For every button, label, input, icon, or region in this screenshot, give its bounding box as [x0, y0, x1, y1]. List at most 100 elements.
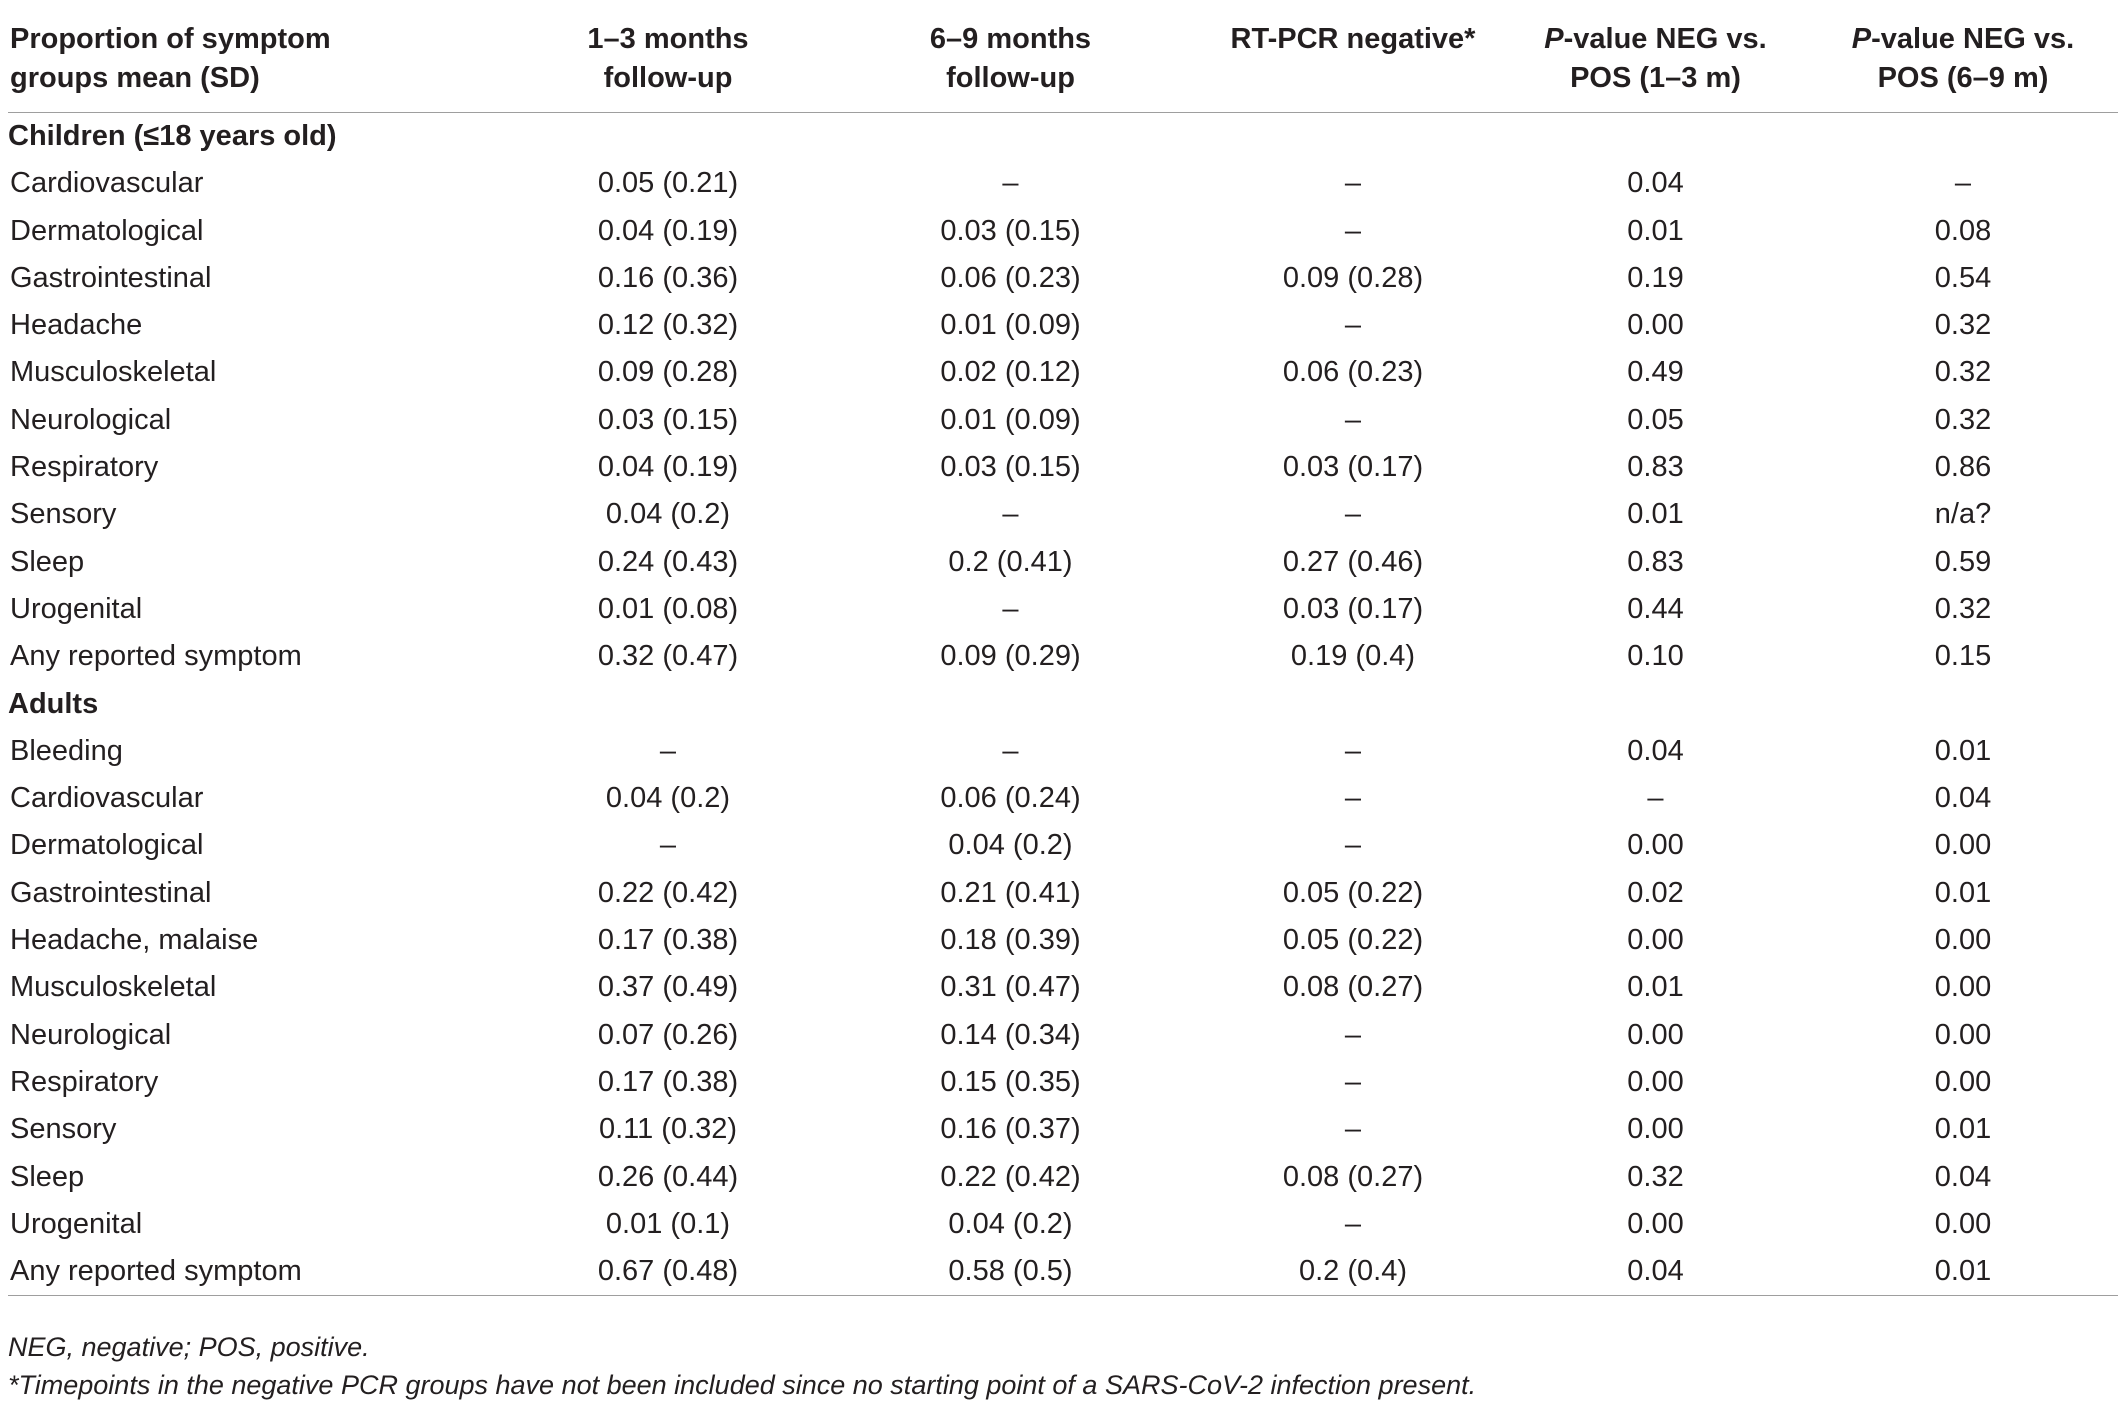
cell-p-value-1-3: 0.02 — [1627, 876, 1684, 909]
table-header: Proportion of symptom groups mean (SD) 1… — [8, 14, 2118, 113]
cell-p-value-6-9: 0.04 — [1934, 782, 1992, 815]
cell-6-9-months: 0.15 (0.35) — [940, 1065, 1081, 1098]
cell-rt-pcr-negative: 0.08 (0.27) — [1282, 1160, 1424, 1193]
empty-cell — [1203, 681, 1503, 728]
header-line: -value NEG vs. — [1871, 23, 2075, 55]
cell-6-9-months: 0.09 (0.29) — [940, 640, 1081, 673]
cell-1-3-months: 0.24 (0.43) — [597, 545, 739, 578]
cell-p-value-6-9: 0.86 — [1934, 451, 1992, 484]
cell-symptom-label: Neurological — [10, 403, 172, 436]
cell-p-value-1-3: 0.01 — [1627, 971, 1684, 1004]
cell-p-value-6-9: 0.00 — [1934, 829, 1992, 862]
cell-p-value-6-9: 0.01 — [1934, 734, 1992, 767]
header-symptom-group: Proportion of symptom groups mean (SD) — [8, 14, 518, 113]
table-row: Sleep 0.26 (0.44) 0.22 (0.42) 0.08 (0.27) 0.… — [8, 1154, 2118, 1201]
table-row: Musculoskeletal 0.09 (0.28) 0.02 (0.12) 0.0… — [8, 349, 2118, 396]
table-body: Children (≤18 years old) Cardiovascular 0.… — [8, 113, 2118, 1297]
cell-p-value-1-3: 0.83 — [1627, 451, 1684, 484]
table-row: Gastrointestinal 0.16 (0.36) 0.06 (0.23) 0.… — [8, 255, 2118, 302]
cell-1-3-months: 0.22 (0.42) — [597, 876, 739, 909]
cell-1-3-months: – — [659, 829, 677, 862]
header-line: follow-up — [603, 62, 733, 94]
cell-6-9-months: 0.22 (0.42) — [940, 1160, 1081, 1193]
cell-6-9-months: 0.06 (0.23) — [940, 261, 1081, 294]
cell-p-value-6-9: 0.59 — [1934, 545, 1992, 578]
cell-rt-pcr-negative: 0.09 (0.28) — [1282, 261, 1424, 294]
cell-p-value-6-9: 0.00 — [1934, 971, 1992, 1004]
cell-symptom-label: Bleeding — [10, 734, 123, 767]
header-line: 1–3 months — [587, 23, 749, 55]
cell-symptom-label: Respiratory — [10, 451, 159, 484]
cell-6-9-months: – — [1002, 734, 1019, 767]
cell-rt-pcr-negative: 0.08 (0.27) — [1282, 971, 1424, 1004]
cell-1-3-months: 0.03 (0.15) — [597, 403, 739, 436]
cell-1-3-months: 0.09 (0.28) — [597, 356, 739, 389]
cell-symptom-label: Sensory — [10, 1113, 117, 1146]
cell-1-3-months: 0.16 (0.36) — [597, 261, 739, 294]
cell-6-9-months: 0.58 (0.5) — [818, 1248, 1203, 1297]
table-row: Respiratory 0.17 (0.38) 0.15 (0.35) – 0.00 0.… — [8, 1059, 2118, 1106]
cell-p-value-1-3: 0.00 — [1627, 924, 1684, 957]
cell-symptom-label: Gastrointestinal — [10, 261, 212, 294]
cell-symptom-label: Musculoskeletal — [10, 356, 217, 389]
cell-p-value-6-9: 0.15 — [1934, 640, 1992, 673]
cell-6-9-months: 0.06 (0.24) — [940, 782, 1081, 815]
empty-cell — [818, 113, 1203, 161]
cell-1-3-months: 0.04 (0.19) — [597, 451, 739, 484]
empty-cell — [1503, 113, 1808, 161]
cell-p-value-6-9: 0.01 — [1934, 876, 1992, 909]
table-row: Dermatological 0.04 (0.19) 0.03 (0.15) – 0.0… — [8, 208, 2118, 255]
cell-p-value-1-3: 0.04 — [1503, 1248, 1808, 1297]
cell-symptom-label: Urogenital — [10, 592, 143, 625]
cell-p-value-6-9: 0.00 — [1934, 1018, 1992, 1051]
table-row: Gastrointestinal 0.22 (0.42) 0.21 (0.41) 0.… — [8, 870, 2118, 917]
cell-p-value-1-3: – — [1647, 782, 1664, 815]
cell-p-value-1-3: 0.00 — [1627, 829, 1684, 862]
cell-6-9-months: 0.04 (0.2) — [948, 1207, 1073, 1240]
cell-6-9-months: 0.14 (0.34) — [940, 1018, 1081, 1051]
cell-1-3-months: 0.17 (0.38) — [597, 924, 739, 957]
cell-symptom-label: Musculoskeletal — [10, 971, 217, 1004]
cell-rt-pcr-negative: – — [1344, 829, 1362, 862]
cell-symptom-label: Urogenital — [10, 1207, 143, 1240]
header-p-value-6-9: P-value NEG vs. POS (6–9 m) — [1808, 14, 2118, 113]
empty-cell — [1808, 681, 2118, 728]
cell-symptom-label: Cardiovascular — [10, 782, 204, 815]
cell-1-3-months: 0.04 (0.2) — [605, 498, 731, 531]
header-rt-pcr-negative: RT-PCR negative* — [1203, 14, 1503, 113]
table-footnotes: NEG, negative; POS, positive. *Timepoint… — [8, 1328, 1476, 1404]
cell-rt-pcr-negative: – — [1344, 167, 1362, 200]
cell-symptom-label: Headache — [10, 309, 143, 342]
empty-cell — [1203, 113, 1503, 161]
cell-p-value-1-3: 0.10 — [1627, 640, 1684, 673]
section-header-row: Children (≤18 years old) — [8, 113, 2118, 161]
cell-symptom-label: Cardiovascular — [10, 167, 204, 200]
cell-p-value-6-9: 0.08 — [1934, 214, 1992, 247]
cell-p-value-6-9: 0.54 — [1934, 261, 1992, 294]
cell-rt-pcr-negative: 0.19 (0.4) — [1290, 640, 1416, 673]
cell-p-value-1-3: 0.49 — [1627, 356, 1684, 389]
cell-p-value-1-3: 0.04 — [1627, 734, 1684, 767]
cell-p-value-1-3: 0.01 — [1627, 214, 1684, 247]
table-row: Any reported symptom 0.32 (0.47) 0.09 (0.2… — [8, 633, 2118, 680]
cell-1-3-months: 0.12 (0.32) — [597, 309, 739, 342]
cell-p-value-1-3: 0.00 — [1627, 1065, 1684, 1098]
cell-6-9-months: – — [1002, 167, 1019, 200]
cell-rt-pcr-negative: – — [1344, 498, 1362, 531]
cell-rt-pcr-negative: 0.06 (0.23) — [1282, 356, 1424, 389]
header-line: POS (6–9 m) — [1877, 62, 2049, 94]
cell-symptom-label: Any reported symptom — [10, 640, 302, 673]
cell-symptom-label: Neurological — [10, 1018, 172, 1051]
cell-1-3-months: 0.05 (0.21) — [597, 167, 739, 200]
cell-p-value-1-3: 0.00 — [1627, 1207, 1684, 1240]
cell-p-value-6-9: 0.00 — [1934, 1207, 1992, 1240]
table-row: Bleeding – – – 0.04 0.01 — [8, 728, 2118, 775]
cell-rt-pcr-negative: – — [1344, 309, 1362, 342]
cell-1-3-months: 0.07 (0.26) — [597, 1018, 739, 1051]
cell-p-value-1-3: 0.01 — [1627, 498, 1684, 531]
header-line: follow-up — [946, 62, 1075, 94]
cell-6-9-months: – — [1002, 592, 1019, 625]
header-row: Proportion of symptom groups mean (SD) 1… — [8, 14, 2118, 113]
cell-6-9-months: 0.18 (0.39) — [940, 924, 1081, 957]
header-line: 6–9 months — [929, 23, 1092, 55]
